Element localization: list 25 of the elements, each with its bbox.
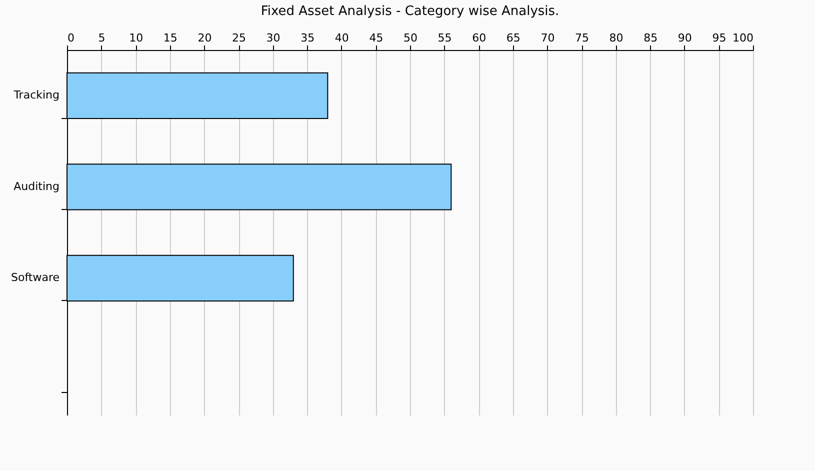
x-tick-label: 50 xyxy=(404,32,418,44)
y-tick-label: Software xyxy=(11,271,60,284)
x-tick-label: 65 xyxy=(506,32,520,44)
x-tick-label: 5 xyxy=(98,32,106,44)
chart-title: Fixed Asset Analysis - Category wise Analysis. xyxy=(260,4,560,19)
x-tick-label: 55 xyxy=(438,32,452,44)
x-tick-label: 100 xyxy=(732,32,754,44)
y-tick-label: Tracking xyxy=(12,88,60,102)
x-tick-label: 90 xyxy=(678,32,692,44)
x-tick-label: 75 xyxy=(575,32,589,44)
x-tick-label: 40 xyxy=(334,32,349,44)
x-tick-label: 70 xyxy=(540,32,555,44)
x-tick-label: 95 xyxy=(712,32,726,44)
x-tick-label: 0 xyxy=(68,32,74,44)
x-tick-label: 25 xyxy=(232,32,246,44)
x-tick-label: 15 xyxy=(163,32,178,44)
y-tick-label: Auditing xyxy=(14,180,60,193)
x-tick-label: 10 xyxy=(129,32,144,44)
x-tick-label: 45 xyxy=(369,32,384,44)
x-tick-label: 35 xyxy=(300,32,315,44)
x-tick-label: 30 xyxy=(266,32,280,44)
x-tick-label: 85 xyxy=(644,32,658,44)
x-tick-label: 60 xyxy=(472,32,486,44)
x-tick-label: 20 xyxy=(198,32,212,44)
x-tick-label: 80 xyxy=(609,32,624,44)
